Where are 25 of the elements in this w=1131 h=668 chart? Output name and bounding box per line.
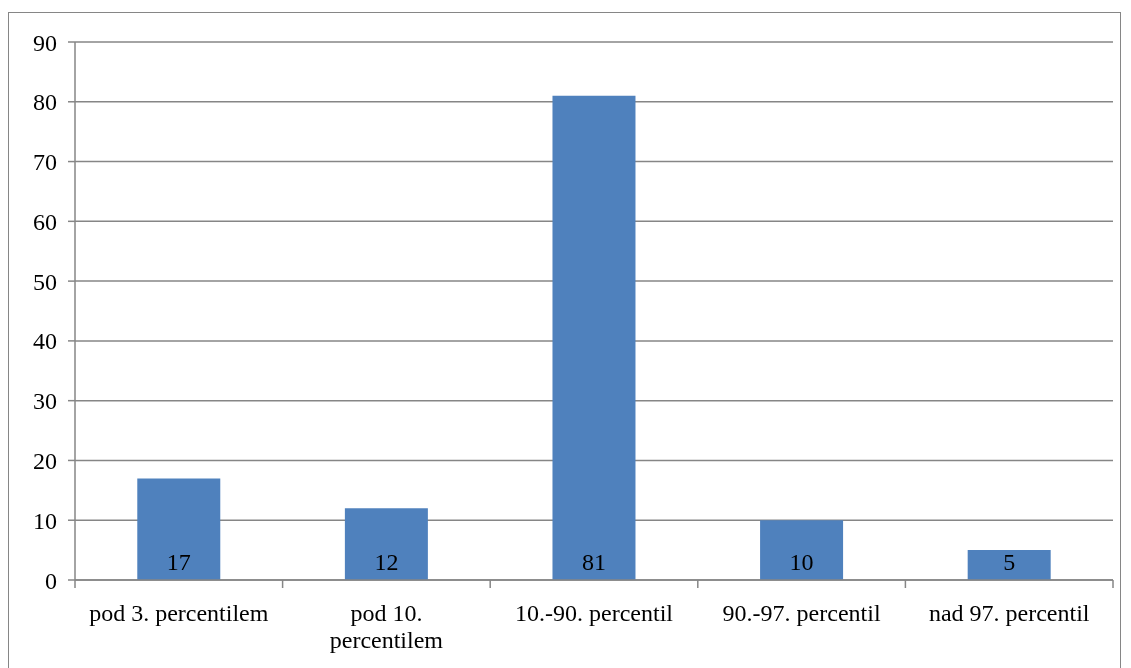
y-tick-label: 20 bbox=[33, 447, 57, 474]
y-tick-label: 30 bbox=[33, 388, 57, 415]
y-tick-label: 80 bbox=[33, 89, 57, 116]
y-tick-label: 90 bbox=[33, 29, 57, 56]
y-tick-label: 70 bbox=[33, 149, 57, 176]
bar bbox=[967, 550, 1051, 580]
y-tick-label: 40 bbox=[33, 328, 57, 355]
data-label: 10 bbox=[789, 549, 814, 575]
bar bbox=[552, 95, 636, 580]
bar bbox=[760, 520, 844, 580]
bar bbox=[137, 478, 221, 580]
y-tick-label: 10 bbox=[33, 507, 57, 534]
data-label: 17 bbox=[166, 549, 191, 575]
bar bbox=[344, 508, 428, 580]
x-tick-label: nad 97. percentil bbox=[928, 600, 1090, 626]
y-tick-label: 0 bbox=[45, 567, 57, 594]
x-tick-label: pod 10. percentilem bbox=[329, 600, 444, 653]
data-label: 5 bbox=[1003, 549, 1016, 575]
data-label: 12 bbox=[374, 549, 399, 575]
y-tick-label: 50 bbox=[33, 268, 57, 295]
y-tick-label: 60 bbox=[33, 208, 57, 235]
data-label: 81 bbox=[581, 549, 606, 575]
x-tick-label: 90.-97. percentil bbox=[722, 600, 881, 626]
x-tick-label: 10.-90. percentil bbox=[515, 600, 674, 626]
x-tick-label: pod 3. percentilem bbox=[89, 600, 269, 626]
